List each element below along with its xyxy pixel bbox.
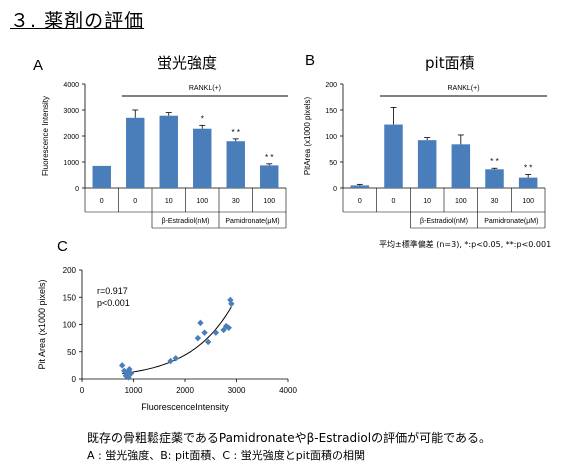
x-tick-label: 2000 [176, 386, 194, 395]
y-tick-label: 50 [329, 160, 337, 167]
scatter-point [197, 319, 204, 327]
rankl-label: RANKL(+) [447, 85, 479, 92]
trend-line [122, 306, 232, 375]
x-tick-label: 3000 [228, 386, 246, 395]
y-axis-label: Pit Area (x1000 pixels) [37, 279, 47, 369]
significance-mark: * * [232, 128, 240, 137]
significance-mark: * * [524, 163, 532, 172]
scatter-point [172, 355, 179, 362]
y-tick-label: 0 [72, 375, 77, 384]
x-tick-label: 10 [165, 198, 173, 205]
x-axis-label: FluorescenceIntensity [141, 402, 229, 412]
x-tick-label: 30 [491, 198, 499, 205]
bar [384, 124, 403, 188]
footer-legend: A : 蛍光強度、B: pit面積、C : 蛍光強度とpit面積の相関 [87, 449, 366, 462]
bar [518, 177, 538, 188]
x-tick-label: 0 [133, 198, 137, 205]
x-tick-label: 100 [263, 198, 275, 205]
significance-mark: * * [265, 153, 273, 162]
y-axis-label: Fluorescence Intensity [41, 96, 50, 176]
scatter-point [204, 338, 212, 346]
bar [226, 141, 245, 188]
x-tick-label: 100 [522, 198, 534, 205]
bar [350, 185, 370, 188]
bar [193, 128, 212, 188]
scatter-point [225, 324, 232, 331]
group-label: Pamidronate(μM) [484, 218, 538, 225]
y-axis-label: PitArea (x1000 pixels) [303, 97, 312, 176]
group-label: β-Estradiol(nM) [162, 218, 210, 225]
page-title: ３. 薬剤の評価 [10, 10, 145, 32]
x-tick-label: 100 [455, 198, 467, 205]
stats-note: 平均±標準偏差 (n=3), *:p<0.05, **:p<0.001 [379, 240, 552, 249]
y-tick-label: 100 [63, 321, 77, 330]
scatter-point [220, 326, 227, 334]
panel-a-title: 蛍光強度 [157, 54, 218, 72]
y-tick-label: 1000 [63, 160, 79, 167]
scatter-point [118, 362, 126, 369]
y-tick-label: 3000 [63, 108, 79, 115]
correlation-r: r=0.917 [97, 286, 128, 296]
scatter-point [167, 357, 174, 365]
y-tick-label: 0 [75, 186, 79, 193]
x-tick-label: 0 [100, 198, 104, 205]
panel-c-letter: C [57, 238, 68, 255]
y-tick-label: 100 [325, 134, 337, 141]
significance-mark: * [201, 114, 204, 123]
y-tick-label: 200 [63, 266, 77, 275]
x-tick-label: 1000 [125, 386, 143, 395]
panel-b-title: pit面積 [425, 54, 475, 72]
bar [451, 144, 471, 188]
y-tick-label: 150 [325, 108, 337, 115]
panel-b-letter: B [305, 52, 316, 69]
bar [485, 169, 504, 188]
correlation-p: p<0.001 [97, 298, 130, 308]
panel-a-letter: A [33, 57, 44, 74]
bar [159, 115, 178, 188]
scatter-point [127, 370, 135, 377]
y-tick-label: 2000 [63, 134, 79, 141]
group-label: β-Estradiol(nM) [420, 218, 468, 225]
y-tick-label: 50 [67, 348, 76, 357]
y-tick-label: 150 [63, 293, 77, 302]
scatter-point [194, 334, 202, 342]
x-tick-label: 4000 [279, 386, 297, 395]
x-tick-label: 100 [196, 198, 208, 205]
y-tick-label: 4000 [63, 82, 79, 89]
bar [126, 117, 145, 188]
x-tick-label: 0 [80, 386, 85, 395]
scatter-point [212, 329, 220, 336]
rankl-label: RANKL(+) [189, 85, 221, 92]
y-tick-label: 0 [333, 186, 337, 193]
scatter-point [228, 300, 235, 307]
footer-summary: 既存の骨粗鬆症薬であるPamidronateやβ-Estradiolの評価が可能… [87, 431, 491, 445]
significance-mark: * * [490, 157, 498, 166]
x-tick-label: 10 [423, 198, 431, 205]
x-tick-label: 0 [392, 198, 396, 205]
bar [92, 165, 111, 188]
x-tick-label: 0 [358, 198, 362, 205]
y-tick-label: 200 [325, 82, 337, 89]
group-label: Pamidronate(μM) [225, 218, 279, 225]
x-tick-label: 30 [232, 198, 240, 205]
bar [260, 165, 279, 188]
bar [417, 140, 437, 188]
scatter-point [201, 329, 208, 336]
